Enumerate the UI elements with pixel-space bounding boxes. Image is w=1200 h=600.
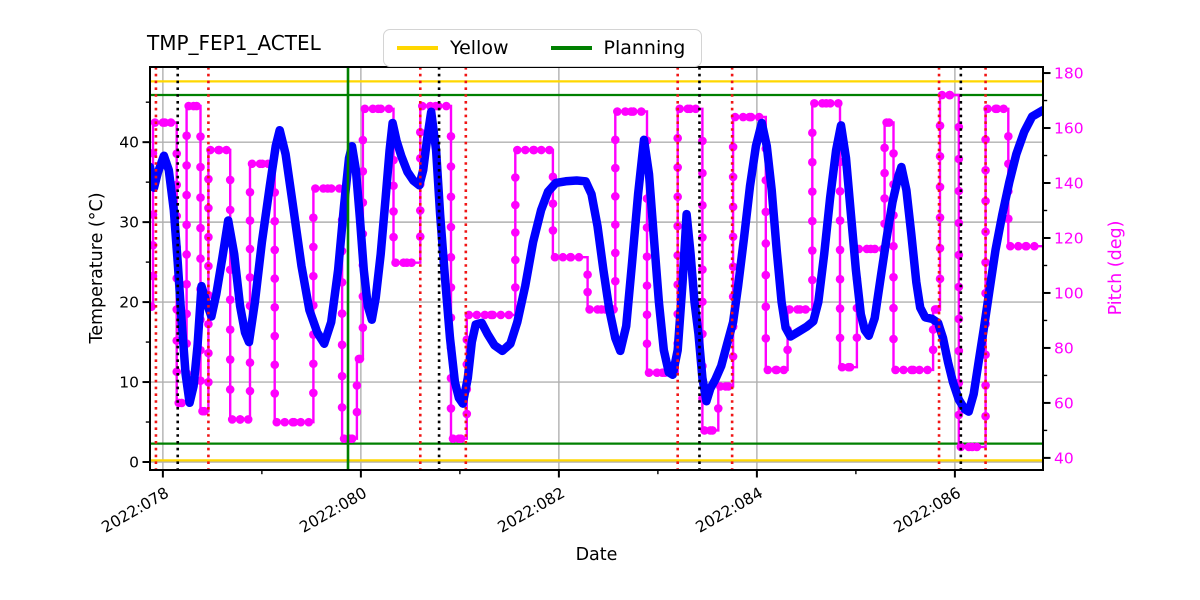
y-right-tick-label: 40	[1054, 449, 1074, 467]
chart-title: TMP_FEP1_ACTEL	[147, 31, 321, 55]
y-right-tick-label: 60	[1054, 394, 1074, 412]
x-tick-label: 2022:080	[297, 484, 370, 537]
legend-label-yellow: Yellow	[450, 37, 509, 59]
legend-label-planning: Planning	[603, 37, 686, 59]
y-left-tick-label: 40	[119, 134, 139, 152]
y-right-tick-label: 160	[1054, 120, 1084, 138]
y-right-tick-label: 100	[1054, 284, 1084, 302]
x-tick-label: 2022:086	[891, 484, 964, 537]
y-left-tick-label: 30	[119, 214, 139, 232]
y-axis-label-left: Temperature (°C)	[87, 192, 107, 344]
legend-item-planning: Planning	[550, 37, 686, 59]
y-right-tick-label: 140	[1054, 175, 1084, 193]
yellow-line-swatch	[397, 46, 438, 50]
y-left-tick-label: 10	[119, 374, 139, 392]
legend: Yellow Planning	[383, 29, 703, 67]
legend-item-yellow: Yellow	[397, 37, 509, 59]
y-right-tick-label: 180	[1054, 65, 1084, 83]
y-left-tick-label: 0	[129, 454, 139, 472]
x-tick-label: 2022:084	[693, 484, 766, 537]
y-right-tick-label: 120	[1054, 229, 1084, 247]
y-axis-label-right: Pitch (deg)	[1106, 220, 1126, 316]
x-axis-label: Date	[575, 545, 618, 565]
y-right-tick-label: 80	[1054, 339, 1074, 357]
x-tick-label: 2022:082	[495, 484, 568, 537]
planning-line-swatch	[550, 46, 592, 50]
temperature-series	[150, 105, 1043, 416]
y-left-tick-label: 20	[119, 294, 139, 312]
x-tick-label: 2022:078	[99, 484, 172, 537]
